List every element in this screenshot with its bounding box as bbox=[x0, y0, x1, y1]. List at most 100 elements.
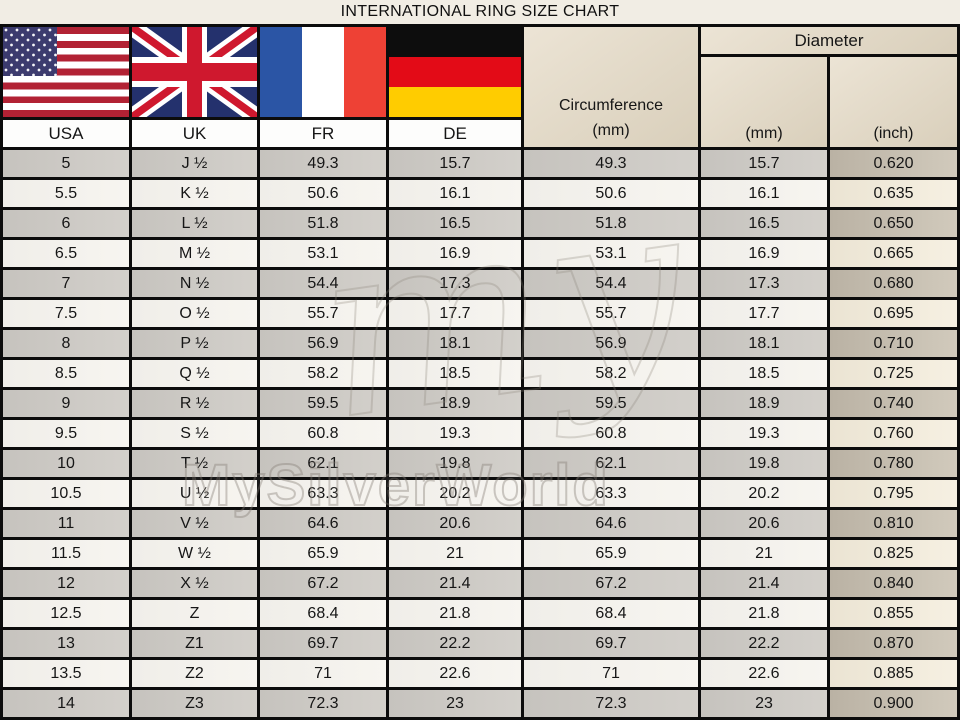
cell-diameter-inch: 0.760 bbox=[830, 420, 957, 447]
cell-diameter-inch: 0.620 bbox=[830, 150, 957, 177]
cell-fr-size: 64.6 bbox=[260, 510, 386, 537]
column-header-de: DE bbox=[389, 120, 521, 147]
cell-usa-size: 13.5 bbox=[3, 660, 129, 687]
cell-circumference-mm: 59.5 bbox=[524, 390, 698, 417]
table-border-frame: USA UK FR DE Circumference (mm) Diameter… bbox=[0, 24, 960, 720]
cell-diameter-inch: 0.650 bbox=[830, 210, 957, 237]
cell-diameter-mm: 16.9 bbox=[701, 240, 827, 267]
cell-circumference-mm: 58.2 bbox=[524, 360, 698, 387]
cell-circumference-mm: 71 bbox=[524, 660, 698, 687]
cell-usa-size: 12 bbox=[3, 570, 129, 597]
cell-uk-size: N ½ bbox=[132, 270, 257, 297]
cell-uk-size: U ½ bbox=[132, 480, 257, 507]
germany-flag-cell bbox=[389, 27, 521, 117]
page-title: INTERNATIONAL RING SIZE CHART bbox=[340, 3, 620, 20]
cell-circumference-mm: 50.6 bbox=[524, 180, 698, 207]
cell-circumference-mm: 69.7 bbox=[524, 630, 698, 657]
cell-de-size: 22.6 bbox=[389, 660, 521, 687]
cell-fr-size: 69.7 bbox=[260, 630, 386, 657]
cell-de-size: 16.1 bbox=[389, 180, 521, 207]
cell-fr-size: 72.3 bbox=[260, 690, 386, 717]
cell-fr-size: 62.1 bbox=[260, 450, 386, 477]
ring-size-table: USA UK FR DE Circumference (mm) Diameter… bbox=[3, 27, 957, 717]
cell-diameter-inch: 0.725 bbox=[830, 360, 957, 387]
cell-diameter-inch: 0.810 bbox=[830, 510, 957, 537]
column-header-usa: USA bbox=[3, 120, 129, 147]
cell-uk-size: K ½ bbox=[132, 180, 257, 207]
cell-circumference-mm: 53.1 bbox=[524, 240, 698, 267]
france-flag-cell bbox=[260, 27, 386, 117]
cell-diameter-mm: 15.7 bbox=[701, 150, 827, 177]
cell-diameter-inch: 0.840 bbox=[830, 570, 957, 597]
cell-diameter-mm: 20.2 bbox=[701, 480, 827, 507]
cell-fr-size: 67.2 bbox=[260, 570, 386, 597]
cell-fr-size: 54.4 bbox=[260, 270, 386, 297]
cell-de-size: 19.3 bbox=[389, 420, 521, 447]
germany-flag-icon bbox=[389, 27, 521, 117]
cell-diameter-inch: 0.855 bbox=[830, 600, 957, 627]
column-header-fr: FR bbox=[260, 120, 386, 147]
cell-diameter-mm: 21.4 bbox=[701, 570, 827, 597]
cell-fr-size: 53.1 bbox=[260, 240, 386, 267]
cell-de-size: 21.8 bbox=[389, 600, 521, 627]
cell-uk-size: L ½ bbox=[132, 210, 257, 237]
cell-diameter-mm: 18.5 bbox=[701, 360, 827, 387]
cell-uk-size: O ½ bbox=[132, 300, 257, 327]
cell-de-size: 20.2 bbox=[389, 480, 521, 507]
cell-diameter-inch: 0.740 bbox=[830, 390, 957, 417]
cell-usa-size: 5.5 bbox=[3, 180, 129, 207]
cell-de-size: 18.1 bbox=[389, 330, 521, 357]
cell-diameter-inch: 0.635 bbox=[830, 180, 957, 207]
cell-diameter-mm: 17.7 bbox=[701, 300, 827, 327]
france-flag-icon bbox=[260, 27, 386, 117]
cell-diameter-mm: 21.8 bbox=[701, 600, 827, 627]
column-header-uk: UK bbox=[132, 120, 257, 147]
cell-usa-size: 6.5 bbox=[3, 240, 129, 267]
cell-usa-size: 10 bbox=[3, 450, 129, 477]
cell-de-size: 21 bbox=[389, 540, 521, 567]
cell-de-size: 21.4 bbox=[389, 570, 521, 597]
cell-usa-size: 12.5 bbox=[3, 600, 129, 627]
cell-fr-size: 68.4 bbox=[260, 600, 386, 627]
cell-usa-size: 9 bbox=[3, 390, 129, 417]
cell-usa-size: 9.5 bbox=[3, 420, 129, 447]
cell-uk-size: Z bbox=[132, 600, 257, 627]
cell-diameter-inch: 0.900 bbox=[830, 690, 957, 717]
cell-circumference-mm: 72.3 bbox=[524, 690, 698, 717]
cell-usa-size: 11.5 bbox=[3, 540, 129, 567]
cell-circumference-mm: 56.9 bbox=[524, 330, 698, 357]
cell-circumference-mm: 68.4 bbox=[524, 600, 698, 627]
cell-circumference-mm: 62.1 bbox=[524, 450, 698, 477]
cell-de-size: 23 bbox=[389, 690, 521, 717]
cell-uk-size: Q ½ bbox=[132, 360, 257, 387]
cell-de-size: 18.5 bbox=[389, 360, 521, 387]
uk-flag-icon bbox=[132, 27, 257, 117]
cell-uk-size: P ½ bbox=[132, 330, 257, 357]
cell-fr-size: 49.3 bbox=[260, 150, 386, 177]
usa-flag-canton bbox=[3, 27, 58, 76]
uk-flag-cell bbox=[132, 27, 257, 117]
cell-diameter-inch: 0.780 bbox=[830, 450, 957, 477]
cell-diameter-inch: 0.665 bbox=[830, 240, 957, 267]
cell-circumference-mm: 63.3 bbox=[524, 480, 698, 507]
cell-diameter-mm: 21 bbox=[701, 540, 827, 567]
cell-diameter-inch: 0.825 bbox=[830, 540, 957, 567]
cell-de-size: 18.9 bbox=[389, 390, 521, 417]
cell-usa-size: 13 bbox=[3, 630, 129, 657]
cell-diameter-inch: 0.710 bbox=[830, 330, 957, 357]
cell-fr-size: 55.7 bbox=[260, 300, 386, 327]
cell-diameter-inch: 0.695 bbox=[830, 300, 957, 327]
cell-diameter-mm: 22.6 bbox=[701, 660, 827, 687]
cell-diameter-mm: 19.8 bbox=[701, 450, 827, 477]
cell-diameter-inch: 0.870 bbox=[830, 630, 957, 657]
cell-diameter-inch: 0.885 bbox=[830, 660, 957, 687]
cell-diameter-inch: 0.680 bbox=[830, 270, 957, 297]
cell-uk-size: Z1 bbox=[132, 630, 257, 657]
cell-usa-size: 8 bbox=[3, 330, 129, 357]
cell-fr-size: 58.2 bbox=[260, 360, 386, 387]
column-header-diameter-mm: (mm) bbox=[701, 57, 827, 147]
cell-diameter-mm: 18.9 bbox=[701, 390, 827, 417]
cell-fr-size: 60.8 bbox=[260, 420, 386, 447]
cell-diameter-mm: 20.6 bbox=[701, 510, 827, 537]
cell-fr-size: 65.9 bbox=[260, 540, 386, 567]
